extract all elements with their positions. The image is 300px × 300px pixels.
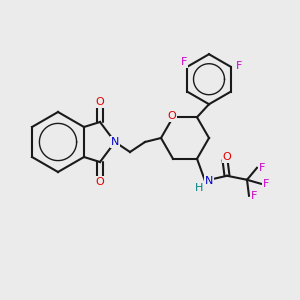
Text: O: O bbox=[96, 97, 104, 107]
Text: N: N bbox=[111, 137, 119, 147]
Text: N: N bbox=[205, 176, 213, 186]
Text: O: O bbox=[223, 152, 231, 162]
Text: O: O bbox=[96, 177, 104, 187]
Text: F: F bbox=[259, 163, 265, 173]
Text: H: H bbox=[195, 183, 203, 193]
Text: O: O bbox=[168, 111, 176, 121]
Text: F: F bbox=[181, 57, 188, 67]
Text: F: F bbox=[236, 61, 242, 71]
Text: F: F bbox=[263, 179, 269, 189]
Text: F: F bbox=[251, 191, 257, 201]
